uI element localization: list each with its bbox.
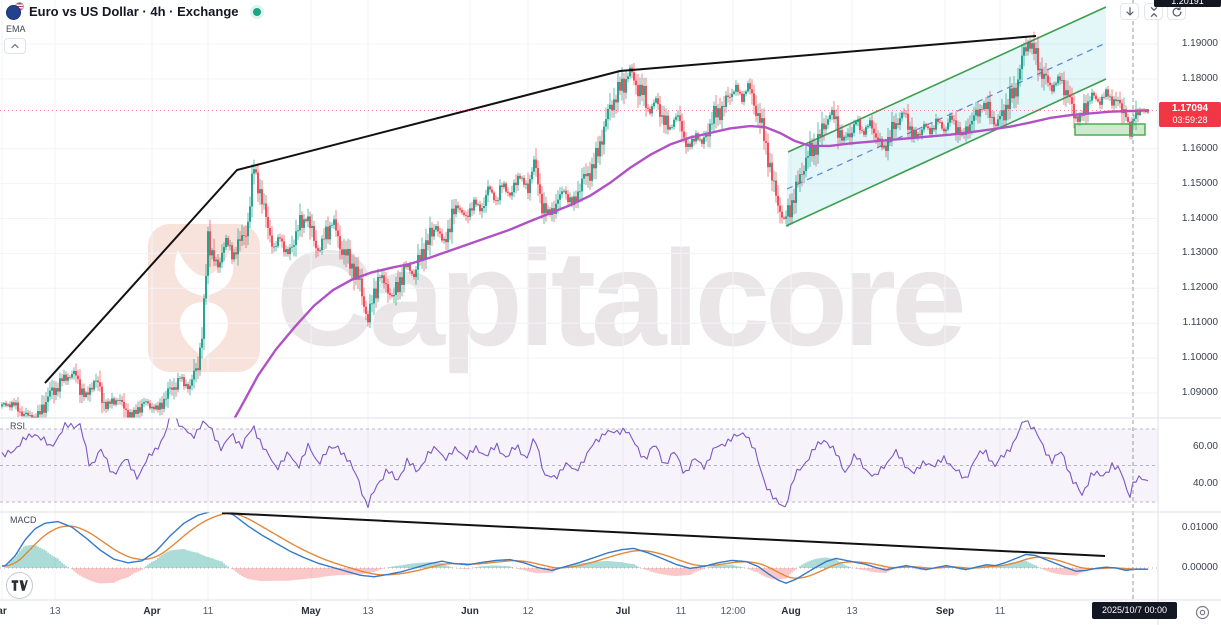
time-tick-label: 11: [994, 606, 1006, 617]
symbol-header: Euro vs US Dollar · 4h · Exchange: [6, 2, 261, 20]
time-tick-label: 12:00: [720, 606, 746, 617]
price-tick-label: 1.09000: [1181, 387, 1218, 398]
symbol-title[interactable]: Euro vs US Dollar · 4h · Exchange: [29, 4, 239, 19]
price-tick-label: 1.10000: [1181, 352, 1218, 364]
price-tick-label: 1.15000: [1181, 177, 1218, 189]
time-tick-label: 11: [675, 606, 687, 617]
time-tick-label: 13: [362, 606, 374, 617]
macd-tick-label: 0.01000: [1181, 522, 1218, 533]
price-tick-label: 1.11000: [1182, 317, 1218, 329]
timezone-button[interactable]: [1195, 605, 1210, 620]
price-tick-label: 1.12000: [1181, 282, 1218, 294]
price-tick-label: 1.14000: [1181, 212, 1218, 224]
refresh-icon: [1172, 6, 1181, 16]
tradingview-logo[interactable]: [6, 572, 33, 599]
time-tick-label: Aug: [781, 606, 801, 617]
chevron-up-icon: [11, 43, 19, 49]
time-tick-label: 12: [522, 606, 534, 617]
arrow-down-icon: [1125, 6, 1134, 16]
price-tick-label: 1.13000: [1181, 247, 1218, 259]
price-tick-label: 1.16000: [1181, 142, 1218, 154]
time-tick-label: Jul: [615, 606, 631, 617]
price-tick-label: 1.19000: [1181, 38, 1218, 49]
scroll-to-recent-button[interactable]: [1120, 3, 1139, 20]
macd-tick-label: 0.00000: [1181, 562, 1218, 573]
rsi-tick-label: 60.00: [1192, 441, 1218, 453]
tradingview-mark-icon: [11, 580, 28, 591]
collapse-pane-button[interactable]: [1144, 3, 1163, 20]
clock-icon: [1195, 605, 1210, 620]
time-tick-label: May: [301, 606, 321, 617]
time-tick-label: Apr: [143, 606, 161, 617]
time-tick-label: 11: [202, 606, 214, 617]
legend-collapse-button[interactable]: [4, 38, 26, 54]
time-tick-label: ar: [0, 606, 7, 617]
time-tick-label: 13: [49, 606, 61, 617]
time-tick-label: Jun: [461, 606, 479, 617]
time-tick-label: 13: [846, 606, 858, 617]
price-tick-label: 1.18000: [1181, 72, 1218, 84]
rsi-tick-label: 40.00: [1192, 477, 1218, 489]
collapse-icon: [1150, 6, 1157, 17]
reset-chart-button[interactable]: [1167, 3, 1186, 20]
time-tick-label: Sep: [935, 606, 955, 617]
